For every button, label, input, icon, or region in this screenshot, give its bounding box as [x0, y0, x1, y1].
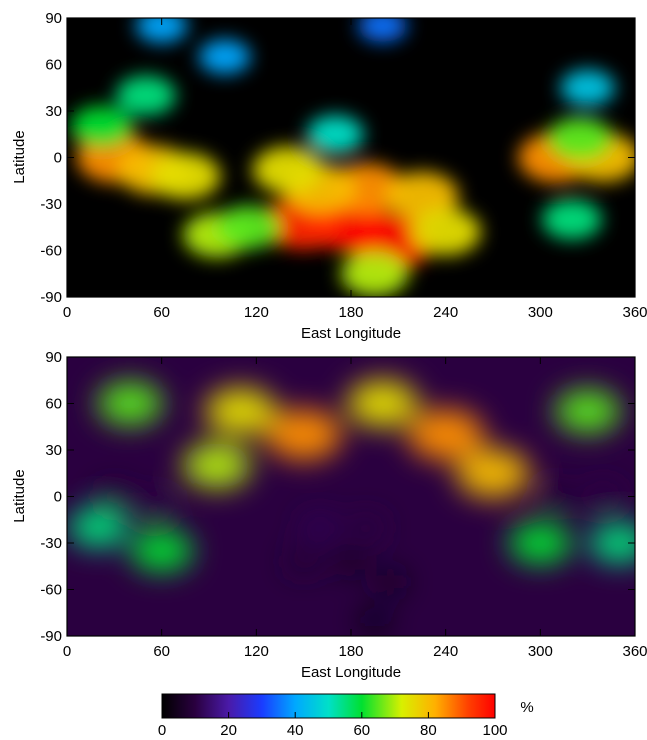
- heatmap-cell: [97, 485, 132, 508]
- heatmap-cell: [334, 550, 368, 573]
- colorbar-tick-label: 0: [158, 722, 166, 739]
- heatmap-cell: [547, 117, 613, 161]
- heatmap-cell: [70, 105, 133, 148]
- heatmap-cell: [349, 515, 385, 540]
- x-tick-label: 0: [63, 304, 71, 321]
- x-tick-label: 360: [622, 643, 647, 660]
- heatmap-cell: [358, 609, 391, 632]
- colorbar-tick-label: 40: [287, 722, 304, 739]
- heatmap-cell: [555, 389, 621, 433]
- heatmap-cell: [136, 497, 172, 521]
- x-tick-label: 300: [528, 304, 553, 321]
- x-tick-label: 360: [622, 304, 647, 321]
- x-tick-label: 300: [528, 643, 553, 660]
- x-tick-label: 240: [433, 643, 458, 660]
- heatmap-cell: [347, 380, 418, 427]
- colorbar-tick-label: 80: [420, 722, 437, 739]
- x-tick-label: 120: [244, 304, 269, 321]
- colorbar: 0 20 40 60 80 100 %: [158, 693, 534, 739]
- x-tick-label: 240: [433, 304, 458, 321]
- y-tick-label: -30: [40, 535, 62, 552]
- y-tick-label: -90: [40, 628, 62, 645]
- heatmap-cell: [410, 208, 481, 256]
- x-axis-label-bottom: East Longitude: [301, 664, 401, 681]
- heatmap-cell: [68, 507, 129, 548]
- heatmap-cell: [306, 115, 364, 154]
- y-tick-label: 30: [45, 442, 62, 459]
- heatmap-cell: [538, 485, 574, 508]
- heatmap-cell: [560, 69, 615, 106]
- y-tick-label: 90: [45, 349, 62, 366]
- heatmap-cell: [385, 171, 459, 221]
- heatmap-cell: [286, 550, 321, 574]
- y-tick-label: 60: [45, 396, 62, 413]
- y-tick-label: 0: [54, 489, 62, 506]
- heatmap-cell: [456, 448, 530, 498]
- x-axis-label-top: East Longitude: [301, 325, 401, 342]
- x-tick-label: 60: [153, 304, 170, 321]
- y-tick-label: 0: [54, 150, 62, 167]
- heatmap-cell: [542, 199, 602, 240]
- y-tick-label: -30: [40, 196, 62, 213]
- heatmap-cell: [301, 515, 338, 540]
- heatmap-cell: [589, 523, 635, 563]
- y-tick-label: -90: [40, 289, 62, 306]
- y-tick-label: -60: [40, 243, 62, 260]
- colorbar-tick-label: 20: [220, 722, 237, 739]
- colorbar-tick-label: 60: [353, 722, 370, 739]
- y-tick-label: -60: [40, 582, 62, 599]
- x-tick-label: 0: [63, 643, 71, 660]
- colorbar-gradient: [161, 693, 496, 719]
- x-tick-label: 60: [153, 643, 170, 660]
- colorbar-tick-label: 100: [482, 722, 507, 739]
- x-tick-label: 180: [338, 304, 363, 321]
- y-tick-label: 30: [45, 103, 62, 120]
- heatmap-cell: [205, 387, 276, 435]
- heatmap-cell: [265, 409, 342, 460]
- heatmap-cell: [340, 251, 409, 297]
- heatmap-marks-bottom: [68, 380, 635, 632]
- heatmap-cell: [116, 75, 176, 116]
- heatmap-cell: [407, 409, 484, 460]
- heatmap-cell: [198, 39, 251, 74]
- heatmap-marks-top: [70, 18, 635, 297]
- y-axis-label-bottom: Latitude: [11, 469, 28, 522]
- heatmap-cell: [374, 570, 407, 593]
- heatmap-cell: [97, 381, 163, 426]
- heatmap-cell: [130, 529, 193, 572]
- x-tick-label: 180: [338, 643, 363, 660]
- y-axis-label-top: Latitude: [11, 130, 28, 183]
- heatmap-cell: [252, 146, 324, 194]
- x-tick-label: 120: [244, 643, 269, 660]
- heatmap-cell: [509, 522, 572, 564]
- heatmap-cell: [135, 18, 188, 43]
- heatmap-cell: [585, 484, 622, 509]
- heatmap-cell: [358, 18, 407, 43]
- heatmap-cell: [150, 152, 221, 200]
- heatmap-cell: [182, 442, 251, 489]
- y-tick-label: 60: [45, 57, 62, 74]
- heatmap-cell: [215, 205, 281, 249]
- colorbar-ticks: 0 20 40 60 80 100: [158, 712, 508, 739]
- colorbar-unit: %: [520, 699, 533, 716]
- y-tick-label: 90: [45, 10, 62, 27]
